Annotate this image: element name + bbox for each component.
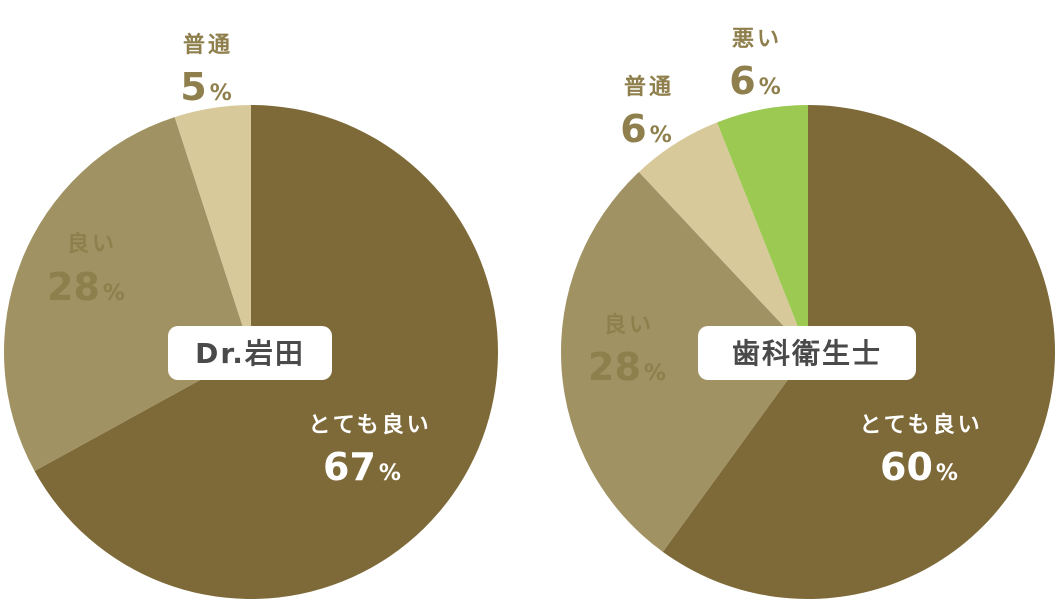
pie-chart-1: とても良い 67 % 良い 28 % 普通 5 % Dr.岩田: [3, 32, 498, 599]
slice-value-label: 67%: [323, 445, 401, 489]
slice-label: 普通: [183, 32, 233, 58]
pie-slice-good: [3, 117, 251, 471]
pie-slice-normal: [638, 122, 808, 352]
slice-label: 良い: [67, 231, 117, 257]
slice-value-label: 60%: [880, 445, 958, 489]
slice-label: とても良い: [308, 412, 431, 438]
slice-label: とても良い: [859, 412, 982, 438]
chart-title: 歯科衛生士: [732, 337, 882, 370]
pie-slice-normal: [174, 105, 251, 352]
pie-chart-2: とても良い 60 % 良い 28 % 普通 6 % 悪い 6 % 歯科衛生士: [560, 27, 1055, 599]
pie-slice-good: [560, 171, 808, 552]
chart-title: Dr.岩田: [195, 337, 305, 370]
pie-slice-bad: [717, 105, 808, 352]
slice-label: 普通: [624, 74, 674, 100]
chart-title-box: Dr.岩田: [168, 326, 332, 380]
slice-value-label: 6%: [620, 107, 672, 151]
slice-value-label: 6%: [729, 59, 781, 103]
slice-label: 良い: [604, 312, 654, 338]
slice-value-label: 5%: [180, 65, 232, 109]
slice-value-label: 28%: [47, 265, 125, 309]
slice-value-label: 28%: [588, 345, 666, 389]
chart-title-box: 歯科衛生士: [698, 326, 916, 380]
slice-label: 悪い: [732, 27, 782, 52]
